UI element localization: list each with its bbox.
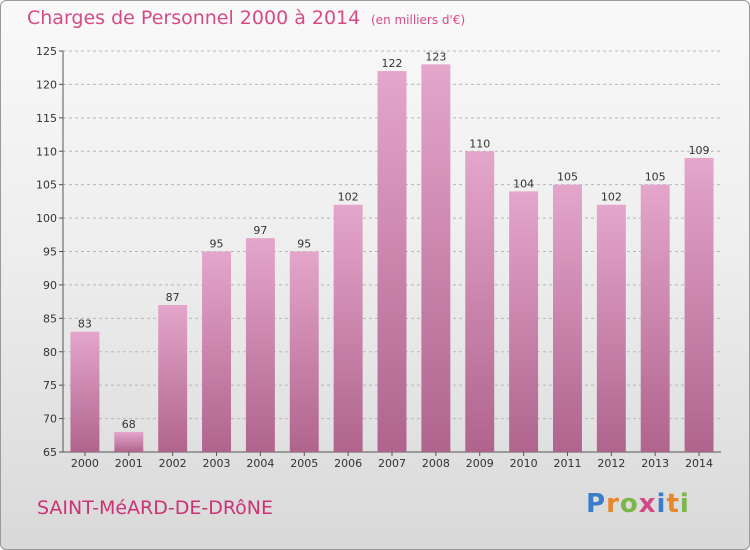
y-tick-label: 85 — [43, 312, 57, 325]
logo-letter: P — [586, 489, 607, 519]
y-tick-label: 100 — [36, 212, 57, 225]
bar-2001 — [114, 431, 144, 452]
x-tick-label-2003: 2003 — [203, 457, 231, 470]
chart-subtitle: (en milliers d'€) — [371, 13, 466, 27]
bar-2013 — [640, 184, 670, 452]
value-label-2013: 105 — [645, 171, 666, 184]
x-tick-label-2001: 2001 — [115, 457, 143, 470]
value-label-2012: 102 — [601, 191, 622, 204]
value-label-2000: 83 — [78, 318, 92, 331]
y-tick-label: 115 — [36, 112, 57, 125]
x-tick-label-2007: 2007 — [378, 457, 406, 470]
bar-2000 — [70, 331, 100, 452]
chart-title: Charges de Personnel 2000 à 2014 — [27, 7, 361, 29]
commune-name: SAINT-MéARD-DE-DRôNE — [37, 497, 274, 519]
bar-2003 — [202, 251, 232, 452]
x-tick-label-2012: 2012 — [597, 457, 625, 470]
value-label-2014: 109 — [689, 144, 710, 157]
y-tick-label: 105 — [36, 179, 57, 192]
y-tick-label: 125 — [36, 45, 57, 58]
value-label-2003: 95 — [210, 238, 224, 251]
x-tick-label-2013: 2013 — [641, 457, 669, 470]
bar-2005 — [289, 251, 319, 452]
y-tick-label: 75 — [43, 379, 57, 392]
bar-2009 — [465, 151, 495, 452]
bar-2012 — [596, 204, 626, 452]
y-tick-label: 80 — [43, 346, 57, 359]
bar-2007 — [377, 71, 407, 453]
bar-2010 — [509, 191, 539, 452]
y-tick-label: 65 — [43, 446, 57, 459]
bar-2011 — [552, 184, 582, 452]
logo-letter: x — [638, 489, 657, 519]
logo-letter: o — [619, 489, 639, 519]
x-tick-label-2004: 2004 — [246, 457, 274, 470]
bars — [70, 64, 714, 453]
value-label-2008: 123 — [425, 50, 446, 63]
logo-letter: i — [679, 489, 690, 519]
logo-letter: r — [606, 489, 620, 519]
y-tick-label: 70 — [43, 413, 57, 426]
value-label-2004: 97 — [253, 224, 267, 237]
bar-2002 — [158, 304, 188, 452]
value-label-2011: 105 — [557, 171, 578, 184]
x-tick-label-2010: 2010 — [510, 457, 538, 470]
value-label-2006: 102 — [338, 191, 359, 204]
y-tick-label: 120 — [36, 78, 57, 91]
x-tick-label-2002: 2002 — [159, 457, 187, 470]
value-label-2005: 95 — [297, 238, 311, 251]
y-tick-label: 110 — [36, 145, 57, 158]
value-label-2009: 110 — [469, 137, 490, 150]
bar-2006 — [333, 204, 363, 452]
logo-letter: t — [666, 489, 680, 519]
bar-2004 — [245, 238, 275, 452]
x-tick-label-2011: 2011 — [553, 457, 581, 470]
value-label-2001: 68 — [122, 418, 136, 431]
axes: 65 70 75 80 85 90 95 100 105 110 115 120 125 2000 2001… — [36, 45, 721, 470]
x-tick-label-2014: 2014 — [685, 457, 713, 470]
x-tick-label-2008: 2008 — [422, 457, 450, 470]
y-tick-label: 95 — [43, 246, 57, 259]
bar-2014 — [684, 157, 714, 452]
x-tick-label-2006: 2006 — [334, 457, 362, 470]
x-tick-label-2005: 2005 — [290, 457, 318, 470]
value-label-2010: 104 — [513, 177, 534, 190]
value-labels: 83 68 87 95 97 95 102 122 123 110 104 105 102 105 109 — [78, 50, 710, 431]
bar-2008 — [421, 64, 451, 452]
x-tick-label-2000: 2000 — [71, 457, 99, 470]
value-label-2007: 122 — [382, 57, 403, 70]
logo-letter: i — [656, 489, 667, 519]
proxiti-logo[interactable]: Proxiti — [586, 489, 690, 519]
x-tick-label-2009: 2009 — [466, 457, 494, 470]
value-label-2002: 87 — [166, 291, 180, 304]
y-tick-label: 90 — [43, 279, 57, 292]
